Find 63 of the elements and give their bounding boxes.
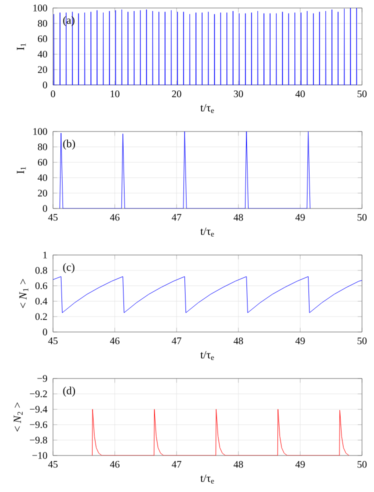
x-tick-label: 50 <box>358 214 367 221</box>
y-tick-label: 100 <box>33 128 48 135</box>
x-tick-label: 50 <box>358 90 367 98</box>
x-tick-label: 46 <box>110 214 120 221</box>
x-tick-label: 47 <box>172 461 182 468</box>
x-tick-label: 30 <box>234 90 244 98</box>
line-series <box>92 409 350 456</box>
y-axis-title: I$_{1}$ <box>16 43 26 50</box>
y-tick-label: 80 <box>38 144 48 150</box>
x-tick-label: 10 <box>110 90 120 98</box>
x-tick-label: 40 <box>295 90 305 98</box>
y-tick-label: 0.8 <box>35 267 48 274</box>
y-axis-title: < N$_{1}$ > <box>19 279 28 308</box>
y-tick-label: −9 <box>37 375 48 382</box>
x-axis-title: t/τ$_{e}$ <box>200 474 214 484</box>
x-tick-label: 48 <box>234 338 244 344</box>
y-tick-label: 0.2 <box>35 313 47 320</box>
x-tick-label: 0 <box>50 90 56 98</box>
annotation: (d) <box>63 386 76 397</box>
y-tick-label: 0.4 <box>35 298 48 305</box>
y-tick-label: 60 <box>38 35 48 42</box>
x-tick-label: 46 <box>110 461 120 468</box>
y-tick-label: −9.4 <box>30 406 48 413</box>
y-tick-label: −9.8 <box>30 436 48 444</box>
y-tick-label: 20 <box>38 66 48 73</box>
line-series <box>53 8 358 85</box>
y-tick-label: 40 <box>38 174 48 182</box>
x-tick-label: 47 <box>172 214 182 221</box>
x-tick-label: 48 <box>234 214 244 221</box>
x-tick-label: 45 <box>48 461 58 468</box>
x-tick-label: 49 <box>295 461 305 468</box>
line-series <box>60 131 310 208</box>
x-tick-label: 20 <box>172 90 182 98</box>
y-tick-label: 0 <box>42 82 48 88</box>
x-axis-title: t/τ$_{e}$ <box>200 104 214 114</box>
y-tick-label: −9.2 <box>30 390 47 398</box>
x-axis-title: t/τ$_{e}$ <box>200 228 214 237</box>
y-tick-label: 0.6 <box>35 282 48 290</box>
x-tick-label: 45 <box>48 214 58 221</box>
line-series <box>53 276 362 313</box>
x-tick-label: 50 <box>358 461 367 468</box>
x-tick-label: 49 <box>295 214 305 221</box>
x-tick-label: 46 <box>110 338 120 344</box>
annotation: (c) <box>63 263 74 274</box>
x-tick-label: 48 <box>234 461 244 468</box>
y-tick-label: 40 <box>38 50 48 58</box>
x-tick-label: 50 <box>358 338 367 344</box>
annotation: (b) <box>63 140 76 150</box>
x-tick-label: 45 <box>48 338 58 344</box>
y-tick-label: 0 <box>42 328 48 336</box>
y-axis-title: < N$_{2}$ > <box>14 402 23 432</box>
y-tick-label: −9.6 <box>30 421 48 428</box>
y-tick-label: 100 <box>33 4 48 12</box>
y-tick-label: −10 <box>32 452 48 459</box>
x-tick-label: 49 <box>295 338 305 344</box>
y-axis-title: I$_{1}$ <box>16 166 26 174</box>
y-tick-label: 1 <box>43 252 47 258</box>
y-tick-label: 20 <box>38 190 48 196</box>
y-tick-label: 0 <box>42 205 48 212</box>
x-axis-title: t/τ$_{e}$ <box>200 351 214 360</box>
y-tick-label: 80 <box>38 20 48 27</box>
x-tick-label: 47 <box>172 338 182 344</box>
y-tick-label: 60 <box>38 158 48 166</box>
